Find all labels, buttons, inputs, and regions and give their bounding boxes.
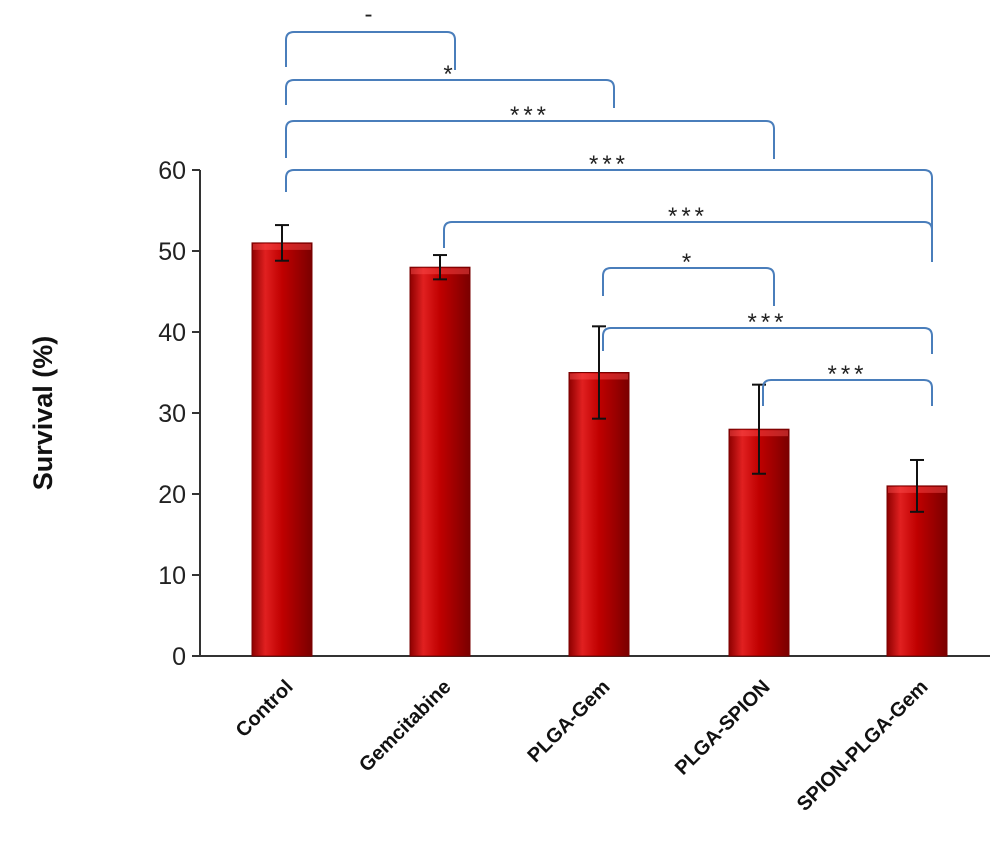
significance-label: *** <box>747 309 787 336</box>
bracket-0-1: - <box>285 1 456 70</box>
bar-control <box>251 242 313 657</box>
bracket-line <box>285 120 775 159</box>
y-tick-label-10: 10 <box>158 562 186 590</box>
bracket-line <box>285 31 456 70</box>
x-tick-label-control: Control <box>232 676 298 742</box>
significance-label: *** <box>827 361 867 388</box>
bracket-line <box>443 221 933 262</box>
error-bars <box>275 224 924 513</box>
x-tick-label-plga-spion: PLGA-SPION <box>671 676 775 780</box>
bracket-2-3: * <box>602 249 775 306</box>
bracket-3-4: *** <box>762 361 933 406</box>
bracket-1-4: *** <box>443 203 933 262</box>
bracket-0-2: * <box>285 61 615 108</box>
x-tick-label-gemcitabine: Gemcitabine <box>355 676 455 776</box>
category-labels: Control Gemcitabine PLGA-Gem PLGA-SPION SPIO… <box>232 676 933 816</box>
bracket-line <box>602 327 933 354</box>
bracket-0-4: *** <box>285 151 933 262</box>
significance-label: *** <box>668 203 708 230</box>
bracket-line <box>602 267 775 306</box>
significance-brackets: -***************** <box>285 1 933 406</box>
bars <box>251 242 948 657</box>
y-tick-label-60: 60 <box>158 157 186 185</box>
y-tick-label-20: 20 <box>158 481 186 509</box>
error-bar-gemcitabine <box>433 254 447 281</box>
x-tick-label-plga-gem: PLGA-Gem <box>524 676 615 767</box>
y-axis-label: Survival (%) <box>28 336 58 491</box>
significance-label: *** <box>510 102 550 129</box>
y-tick-label-50: 50 <box>158 238 186 266</box>
x-tick-label-spion-plga-gem: SPION-PLGA-Gem <box>793 676 933 816</box>
y-tick-label-30: 30 <box>158 400 186 428</box>
significance-label: *** <box>589 151 629 178</box>
y-tick-label-0: 0 <box>172 643 186 671</box>
bracket-0-3: *** <box>285 102 775 159</box>
bracket-2-4: *** <box>602 309 933 354</box>
bracket-line <box>285 79 615 108</box>
significance-label: * <box>682 249 695 276</box>
error-bar-control <box>275 224 289 262</box>
bar-gemcitabine <box>409 266 471 657</box>
significance-label: - <box>365 1 377 28</box>
significance-label: * <box>443 61 456 88</box>
error-bar-plga-gem <box>592 325 606 420</box>
y-tick-label-40: 40 <box>158 319 186 347</box>
bracket-line <box>285 169 933 262</box>
y-ticks: 0 10 20 30 40 50 60 <box>158 157 200 671</box>
error-bar-spion-plga-gem <box>910 458 924 513</box>
bracket-line <box>762 379 933 406</box>
